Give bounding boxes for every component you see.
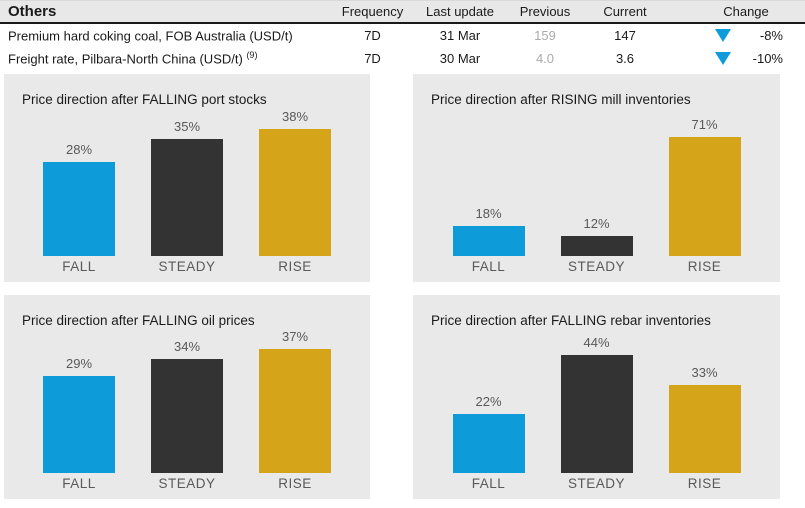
bar-value-label: 12% bbox=[583, 216, 610, 231]
table-header-row: Others Frequency Last update Previous Cu… bbox=[0, 0, 805, 24]
category-label: STEADY bbox=[567, 475, 625, 491]
bar-column: 28% bbox=[43, 142, 115, 256]
category-label: FALL bbox=[471, 258, 506, 274]
category-axis: FALL STEADY RISE bbox=[427, 256, 766, 276]
bar-chart: 29% 34% 37% FALL STEADY RISE bbox=[18, 328, 356, 493]
bar-value-label: 44% bbox=[583, 335, 610, 350]
bar-column: 44% bbox=[560, 335, 633, 473]
bar-value-label: 29% bbox=[65, 356, 93, 371]
category-label: FALL bbox=[62, 475, 96, 491]
category-label: FALL bbox=[471, 475, 506, 491]
last-update-value: 30 Mar bbox=[439, 51, 481, 66]
bar-steady bbox=[151, 139, 223, 256]
bar-column: 33% bbox=[668, 365, 741, 473]
down-triangle-icon bbox=[715, 52, 731, 65]
bar-value-label: 38% bbox=[281, 109, 309, 124]
column-header-current: Current bbox=[603, 4, 647, 19]
bar-value-label: 37% bbox=[281, 329, 309, 344]
plot-area: 29% 34% 37% bbox=[18, 328, 356, 473]
column-header-frequency: Frequency bbox=[341, 4, 404, 19]
plot-area: 18% 12% 71% bbox=[427, 107, 766, 256]
frequency-value: 7D bbox=[364, 51, 381, 66]
category-label: RISE bbox=[687, 258, 722, 274]
category-axis: FALL STEADY RISE bbox=[18, 256, 356, 276]
bar-column: 35% bbox=[151, 119, 223, 256]
bar-column: 12% bbox=[560, 216, 633, 256]
bar-steady bbox=[151, 359, 223, 473]
bar-rise bbox=[259, 129, 331, 256]
section-title: Others bbox=[8, 3, 57, 20]
bar-value-label: 33% bbox=[691, 365, 718, 380]
instrument-label: Freight rate, Pilbara-North China (USD/t… bbox=[0, 50, 330, 66]
change-value: -8% bbox=[759, 28, 783, 43]
previous-value: 159 bbox=[534, 28, 556, 43]
bar-chart: 28% 35% 38% FALL STEADY RISE bbox=[18, 107, 356, 276]
bar-value-label: 35% bbox=[173, 119, 201, 134]
category-label: STEADY bbox=[158, 258, 216, 274]
summary-table: Others Frequency Last update Previous Cu… bbox=[0, 0, 805, 70]
category-axis: FALL STEADY RISE bbox=[427, 473, 766, 493]
bar-column: 18% bbox=[452, 206, 525, 256]
chart-title: Price direction after FALLING oil prices bbox=[22, 313, 255, 328]
bar-value-label: 22% bbox=[475, 394, 502, 409]
category-label: RISE bbox=[278, 475, 312, 491]
bar-column: 71% bbox=[668, 117, 741, 256]
bar-value-label: 28% bbox=[65, 142, 93, 157]
bar-column: 29% bbox=[43, 356, 115, 473]
change-cell: -10% bbox=[665, 51, 805, 66]
category-label: RISE bbox=[278, 258, 312, 274]
chart-grid: Price direction after FALLING port stock… bbox=[4, 74, 805, 499]
chart-panel-rebar-inventories: Price direction after FALLING rebar inve… bbox=[413, 295, 780, 499]
bar-column: 22% bbox=[452, 394, 525, 473]
category-label: FALL bbox=[62, 258, 96, 274]
chart-title: Price direction after FALLING port stock… bbox=[22, 92, 267, 107]
chart-title: Price direction after RISING mill invent… bbox=[431, 92, 691, 107]
instrument-label-text: Freight rate, Pilbara-North China (USD/t… bbox=[8, 51, 243, 67]
last-update-value: 31 Mar bbox=[439, 28, 481, 43]
bar-rise bbox=[259, 349, 331, 473]
table-row: Freight rate, Pilbara-North China (USD/t… bbox=[0, 47, 805, 70]
bar-steady bbox=[560, 355, 633, 473]
footnote-marker: (9) bbox=[246, 50, 258, 61]
current-value: 147 bbox=[614, 28, 636, 43]
column-header-change: Change bbox=[723, 4, 769, 19]
bar-value-label: 71% bbox=[691, 117, 718, 132]
chart-panel-oil-prices: Price direction after FALLING oil prices… bbox=[4, 295, 370, 499]
category-label: STEADY bbox=[158, 475, 216, 491]
table-row: Premium hard coking coal, FOB Australia … bbox=[0, 24, 805, 47]
bar-chart: 18% 12% 71% FALL STEADY RISE bbox=[427, 107, 766, 276]
bar-fall bbox=[452, 414, 525, 473]
previous-value: 4.0 bbox=[535, 51, 555, 66]
bar-column: 38% bbox=[259, 109, 331, 256]
column-header-last-update: Last update bbox=[426, 4, 494, 19]
category-axis: FALL STEADY RISE bbox=[18, 473, 356, 493]
bar-column: 34% bbox=[151, 339, 223, 473]
bar-steady bbox=[560, 236, 633, 256]
bar-chart: 22% 44% 33% FALL STEADY RISE bbox=[427, 328, 766, 493]
bar-value-label: 18% bbox=[475, 206, 502, 221]
current-value: 3.6 bbox=[615, 51, 635, 66]
bar-fall bbox=[43, 376, 115, 473]
category-label: RISE bbox=[687, 475, 722, 491]
column-header-previous: Previous bbox=[519, 4, 571, 19]
plot-area: 28% 35% 38% bbox=[18, 107, 356, 256]
chart-panel-mill-inventories: Price direction after RISING mill invent… bbox=[413, 74, 780, 282]
bar-column: 37% bbox=[259, 329, 331, 473]
bar-fall bbox=[452, 226, 525, 256]
down-triangle-icon bbox=[715, 29, 731, 42]
plot-area: 22% 44% 33% bbox=[427, 328, 766, 473]
chart-panel-port-stocks: Price direction after FALLING port stock… bbox=[4, 74, 370, 282]
instrument-label: Premium hard coking coal, FOB Australia … bbox=[0, 27, 330, 44]
chart-title: Price direction after FALLING rebar inve… bbox=[431, 313, 711, 328]
bar-fall bbox=[43, 162, 115, 256]
change-cell: -8% bbox=[665, 28, 805, 43]
bar-value-label: 34% bbox=[173, 339, 201, 354]
frequency-value: 7D bbox=[364, 28, 381, 43]
change-value: -10% bbox=[752, 51, 783, 66]
instrument-label-text: Premium hard coking coal, FOB Australia … bbox=[8, 28, 293, 44]
category-label: STEADY bbox=[567, 258, 625, 274]
bar-rise bbox=[668, 385, 741, 473]
bar-rise bbox=[668, 137, 741, 256]
